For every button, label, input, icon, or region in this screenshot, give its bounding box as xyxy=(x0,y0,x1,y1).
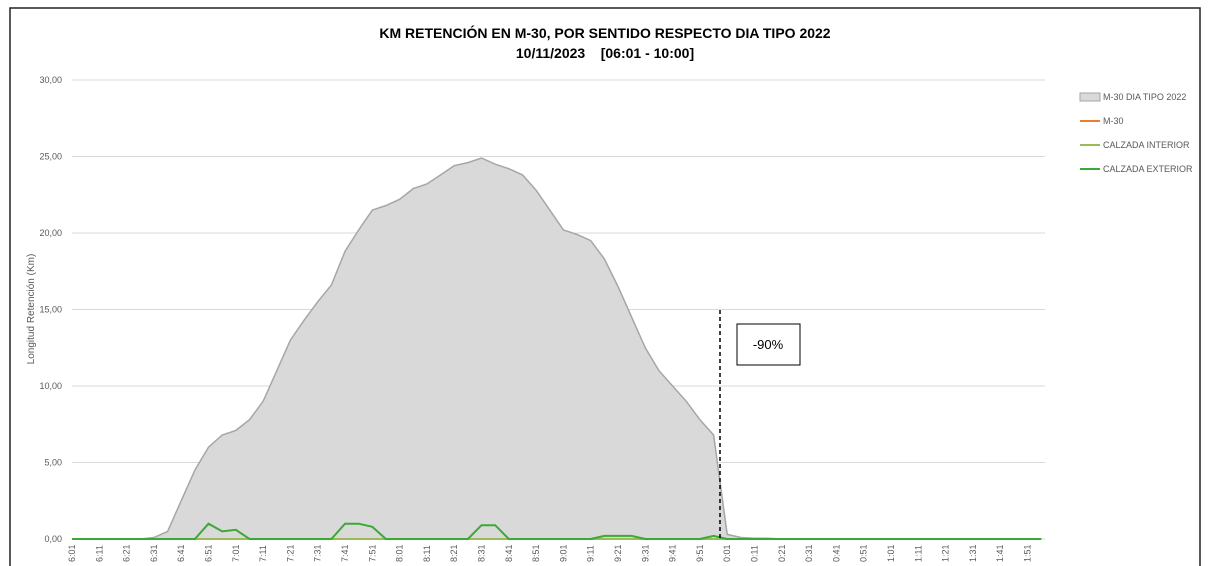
x-tick-label: 8:11 xyxy=(422,545,432,562)
x-tick-label: 9:01 xyxy=(558,544,568,562)
x-tick-label: 6:41 xyxy=(176,544,186,562)
legend-swatch xyxy=(1079,92,1101,102)
x-tick-label: 6:11 xyxy=(94,545,104,562)
x-tick-label: 6:31 xyxy=(149,544,159,562)
x-tick-label: 9:31 xyxy=(640,544,650,562)
x-tick-label: 9:21 xyxy=(613,544,623,562)
x-tick-label: 0:41 xyxy=(831,544,841,562)
x-tick-label: 0:21 xyxy=(777,544,787,562)
legend-label: CALZADA INTERIOR xyxy=(1103,140,1190,150)
x-tick-label: 1:11 xyxy=(913,545,923,562)
y-tick-label: 5,00 xyxy=(44,458,62,468)
x-tick-label: 8:21 xyxy=(449,544,459,562)
y-axis-label: Longitud Retención (Km) xyxy=(26,254,37,365)
y-tick-label: 0,00 xyxy=(44,534,62,544)
x-tick-label: 8:41 xyxy=(504,544,514,562)
x-tick-label: 7:11 xyxy=(258,545,268,562)
chart-subtitle: 10/11/2023 [06:01 - 10:00] xyxy=(516,45,694,61)
x-tick-label: 0:31 xyxy=(804,544,814,562)
chart-title: KM RETENCIÓN EN M-30, POR SENTIDO RESPEC… xyxy=(379,24,830,41)
x-tick-label: 6:21 xyxy=(122,544,132,562)
x-tick-label: 0:11 xyxy=(750,545,760,562)
annotation-box xyxy=(736,323,801,366)
frame xyxy=(9,7,1201,566)
x-tick-label: 7:51 xyxy=(367,544,377,562)
x-tick-label: 7:41 xyxy=(340,544,350,562)
x-tick-label: 1:21 xyxy=(941,544,951,562)
annotation: -90% xyxy=(753,337,784,352)
x-tick-label: 7:01 xyxy=(231,544,241,562)
x-tick-label: 9:41 xyxy=(668,544,678,562)
x-tick-label: 6:51 xyxy=(204,544,214,562)
x-tick-label: 8:51 xyxy=(531,544,541,562)
y-tick-label: 25,00 xyxy=(39,152,62,162)
legend-label: M-30 xyxy=(1103,116,1124,126)
x-tick-label: 0:01 xyxy=(722,544,732,562)
y-tick-label: 15,00 xyxy=(39,305,62,315)
y-tick-label: 20,00 xyxy=(39,228,62,238)
x-tick-label: 1:01 xyxy=(886,544,896,562)
x-tick-label: 1:51 xyxy=(1023,544,1033,562)
area-fill xyxy=(72,158,1042,539)
legend-label: M-30 DIA TIPO 2022 xyxy=(1103,92,1186,102)
x-tick-label: 7:31 xyxy=(313,544,323,562)
x-tick-label: 1:31 xyxy=(968,544,978,562)
x-tick-label: 1:41 xyxy=(995,544,1005,562)
x-tick-label: 9:51 xyxy=(695,544,705,562)
x-tick-label: 0:51 xyxy=(859,544,869,562)
line xyxy=(72,522,1042,540)
x-tick-label: 8:01 xyxy=(395,544,405,562)
legend-label: CALZADA EXTERIOR xyxy=(1103,164,1193,174)
y-tick-label: 10,00 xyxy=(39,381,62,391)
x-tick-label: 7:21 xyxy=(285,544,295,562)
x-tick-label: 6:01 xyxy=(67,544,77,562)
x-tick-label: 9:11 xyxy=(586,545,596,562)
x-tick-label: 8:31 xyxy=(477,544,487,562)
y-tick-label: 30,00 xyxy=(39,75,62,85)
